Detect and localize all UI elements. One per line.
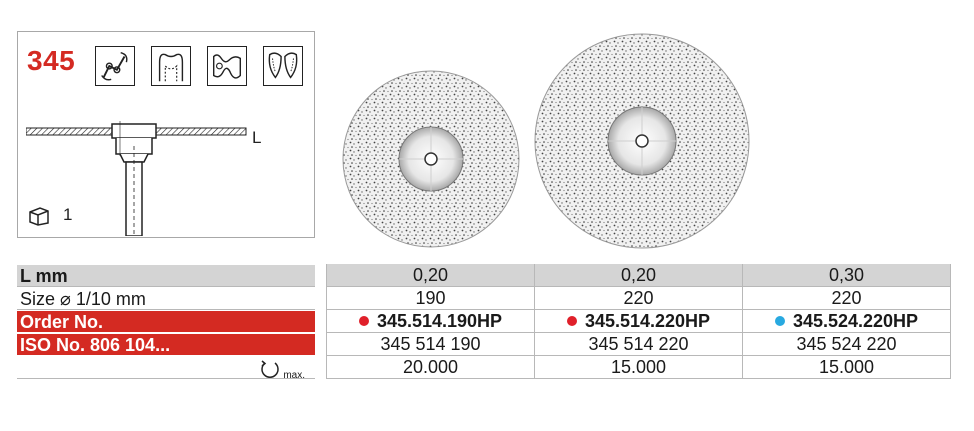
table-cell: 345 514 220 [534, 333, 742, 356]
row-label: max. [17, 356, 315, 381]
table-cell: 345.514.220HP [534, 310, 742, 333]
row-label: ISO No. 806 104... [17, 333, 315, 356]
table-cell: 220 [742, 287, 951, 310]
row-label: Size ⌀ 1/10 mm [17, 287, 315, 310]
red-dot-icon [358, 316, 369, 326]
table-cell: 15.000 [534, 356, 742, 379]
model-icon [207, 46, 247, 86]
order-number: 345.514.220HP [584, 311, 711, 331]
red-dot-icon [566, 316, 577, 326]
blue-dot-icon [774, 316, 785, 326]
product-number: 345 [27, 45, 76, 76]
rotation-icon [261, 360, 280, 379]
denture-icon [263, 46, 303, 86]
length-marker-label: L [252, 128, 262, 147]
row-label: L mm [17, 264, 315, 287]
table-cell: 20.000 [326, 356, 534, 379]
pack-quantity: 1 [63, 205, 73, 224]
table-cell: 0,20 [326, 264, 534, 287]
table-cell: 345.514.190HP [326, 310, 534, 333]
disc-image-small [342, 70, 520, 248]
table-cell: 220 [534, 287, 742, 310]
order-number: 345.524.220HP [792, 311, 919, 331]
table-row-size: Size ⌀ 1/10 mm 190 220 220 [17, 287, 951, 310]
crown-icon [151, 46, 191, 86]
table-cell: 345.524.220HP [742, 310, 951, 333]
table-cell: 15.000 [742, 356, 951, 379]
table-row-order-no: Order No. 345.514.190HP 345.514.220HP 34… [17, 310, 951, 333]
table-row-iso-no: ISO No. 806 104... 345 514 190 345 514 2… [17, 333, 951, 356]
table-row-length: L mm 0,20 0,20 0,30 [17, 264, 951, 287]
package-icon [29, 207, 49, 226]
table-cell: 345 524 220 [742, 333, 951, 356]
tool-cross-section-drawing [26, 121, 247, 236]
product-info-box: 345 [17, 31, 315, 238]
max-label: max. [283, 370, 305, 381]
table-cell: 345 514 190 [326, 333, 534, 356]
clasp-icon [95, 46, 135, 86]
table-cell: 190 [326, 287, 534, 310]
table-row-max-rpm: max. 20.000 15.000 15.000 [17, 356, 951, 381]
row-label: Order No. [17, 310, 315, 333]
table-cell: 0,30 [742, 264, 951, 287]
order-number: 345.514.190HP [376, 311, 503, 331]
disc-image-large [534, 33, 750, 249]
table-cell: 0,20 [534, 264, 742, 287]
